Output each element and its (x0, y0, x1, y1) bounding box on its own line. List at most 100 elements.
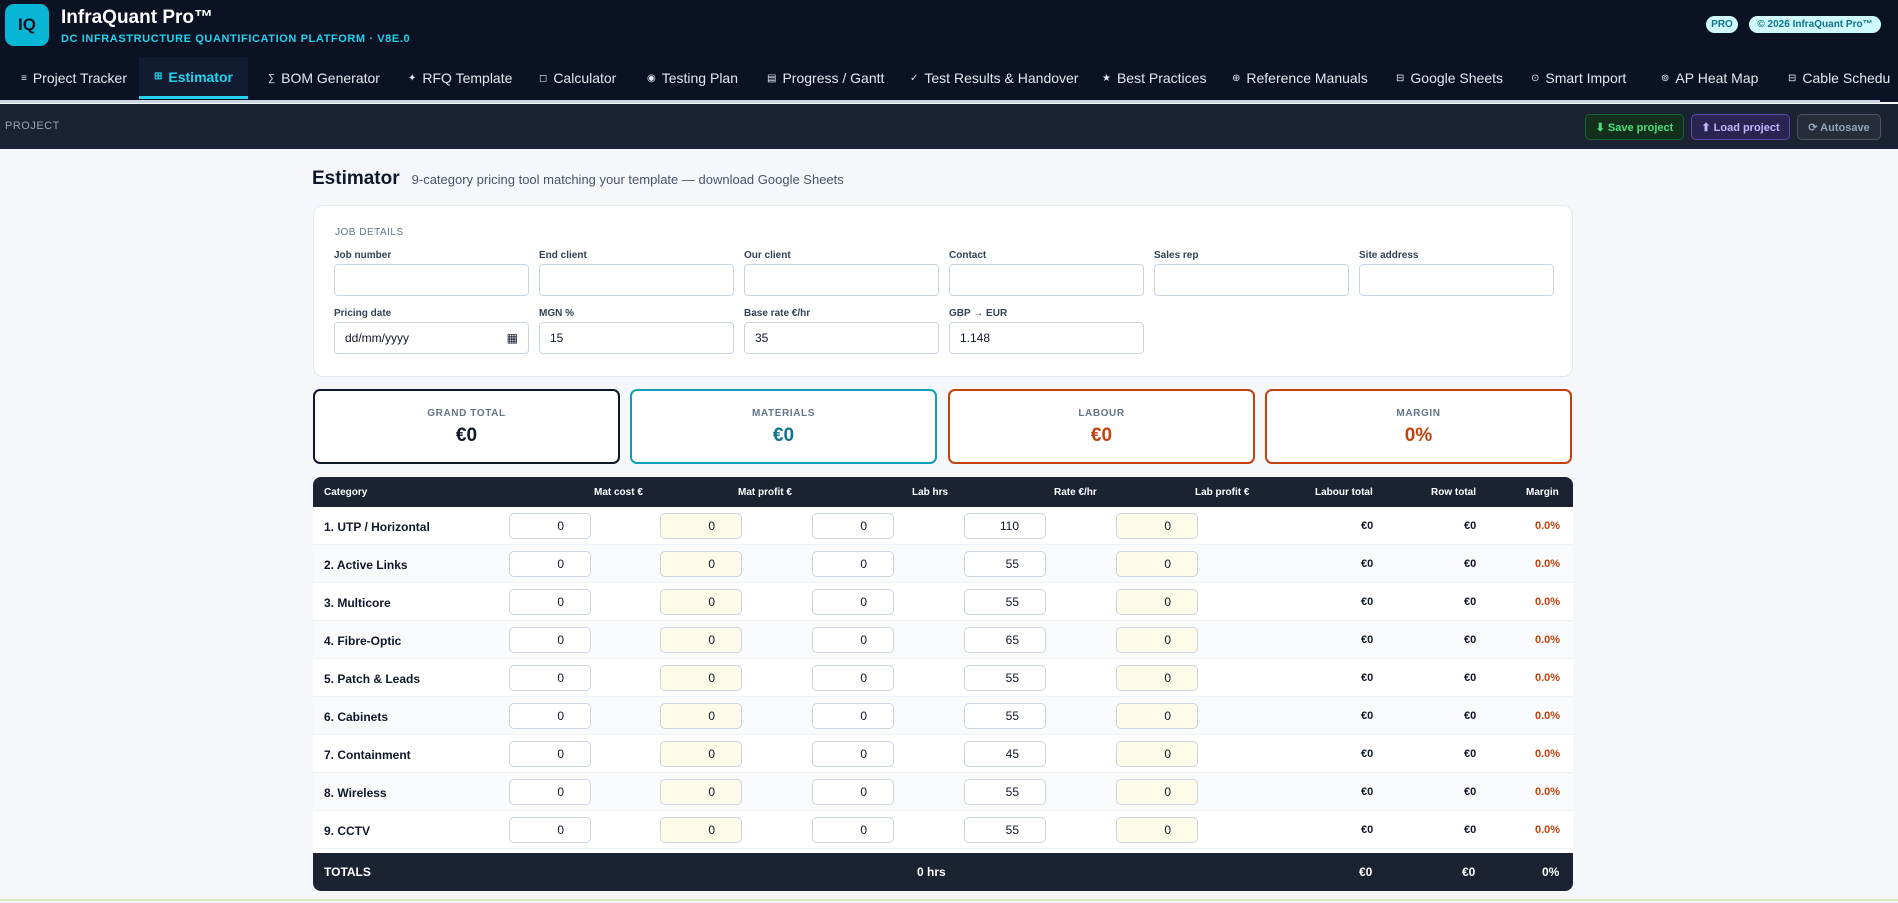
mat-profit-input[interactable]: 0 (660, 627, 742, 653)
job-number-label: Job number (334, 250, 392, 261)
mat-cost-input[interactable]: 0 (509, 627, 591, 653)
project-label: PROJECT (5, 120, 60, 132)
tab-estimator[interactable]: ⊞ Estimator (139, 57, 248, 99)
lab-hrs-input[interactable]: 0 (812, 513, 894, 539)
lab-profit-input[interactable]: 0 (1116, 513, 1198, 539)
mat-profit-input[interactable]: 0 (660, 817, 742, 843)
row-total-cell: €0 (1464, 634, 1477, 646)
rate-input[interactable]: 55 (964, 817, 1046, 843)
lab-profit-input[interactable]: 0 (1116, 589, 1198, 615)
column-header: Mat profit € (738, 487, 792, 498)
tab-testing-plan[interactable]: ◉ Testing Plan (647, 57, 738, 99)
mgn-input[interactable]: 15 (539, 322, 734, 354)
rate-input[interactable]: 55 (964, 551, 1046, 577)
calendar-icon[interactable]: ▦ (506, 331, 518, 345)
table-row: 6. Cabinets 0 0 0 55 0 €0 €0 0.0% (313, 697, 1573, 735)
grid-icon: ⊞ (154, 71, 163, 82)
sparkle-icon: ✦ (408, 72, 417, 84)
lab-hrs-input[interactable]: 0 (812, 703, 894, 729)
rate-input[interactable]: 55 (964, 779, 1046, 805)
mat-cost-input[interactable]: 0 (509, 817, 591, 843)
mat-cost-input[interactable]: 0 (509, 741, 591, 767)
mat-profit-input[interactable]: 0 (660, 741, 742, 767)
tab-smart-import[interactable]: ⊙ Smart Import (1531, 57, 1626, 99)
tab-calculator[interactable]: ◻ Calculator (539, 57, 616, 99)
row-total-cell: €0 (1464, 748, 1477, 760)
lab-hrs-input[interactable]: 0 (812, 665, 894, 691)
lab-hrs-input[interactable]: 0 (812, 627, 894, 653)
autosave-button[interactable]: ⟳ Autosave (1797, 114, 1881, 140)
star-icon: ★ (1102, 72, 1111, 84)
mat-cost-input[interactable]: 0 (509, 703, 591, 729)
pricing-date-input[interactable]: dd/mm/yyyy ▦ (334, 322, 529, 354)
lab-profit-input[interactable]: 0 (1116, 817, 1198, 843)
category-name: 9. CCTV (324, 824, 371, 838)
job-number-input[interactable] (334, 264, 529, 296)
labour-card: LABOUR €0 (948, 389, 1255, 464)
lab-profit-input[interactable]: 0 (1116, 551, 1198, 577)
mat-profit-input[interactable]: 0 (660, 665, 742, 691)
save-project-button[interactable]: ⬇ Save project (1585, 114, 1684, 140)
page-bottom-border (0, 899, 1898, 901)
category-name: 1. UTP / Horizontal (324, 520, 430, 534)
mat-cost-input[interactable]: 0 (509, 551, 591, 577)
gbp-eur-input[interactable]: 1.148 (949, 322, 1144, 354)
lab-profit-input[interactable]: 0 (1116, 779, 1198, 805)
mat-cost-input[interactable]: 0 (509, 665, 591, 691)
tab-ap-heat-map[interactable]: ⊚ AP Heat Map (1661, 57, 1758, 99)
tab-rfq-template[interactable]: ✦ RFQ Template (408, 57, 512, 99)
end-client-input[interactable] (539, 264, 734, 296)
tab-progress-gantt[interactable]: ▤ Progress / Gantt (767, 57, 884, 99)
rate-input[interactable]: 55 (964, 665, 1046, 691)
rate-input[interactable]: 110 (964, 513, 1046, 539)
margin-value: 0% (1404, 425, 1433, 446)
mat-cost-input[interactable]: 0 (509, 779, 591, 805)
tab-label: BOM Generator (281, 70, 380, 86)
mat-profit-input[interactable]: 0 (660, 703, 742, 729)
mat-profit-input[interactable]: 0 (660, 779, 742, 805)
mat-cost-input[interactable]: 0 (509, 513, 591, 539)
lab-hrs-input[interactable]: 0 (812, 817, 894, 843)
tab-best-practices[interactable]: ★ Best Practices (1102, 57, 1206, 99)
contact-input[interactable] (949, 264, 1144, 296)
mat-profit-input[interactable]: 0 (660, 551, 742, 577)
totals-label: TOTALS (324, 865, 371, 879)
column-header: Lab hrs (912, 487, 949, 498)
tab-reference-manuals[interactable]: ⊕ Reference Manuals (1232, 57, 1368, 99)
sales-rep-input[interactable] (1154, 264, 1349, 296)
tab-bom-generator[interactable]: ∑ BOM Generator (268, 57, 380, 99)
lab-hrs-input[interactable]: 0 (812, 741, 894, 767)
mat-cost-input[interactable]: 0 (509, 589, 591, 615)
lab-profit-input[interactable]: 0 (1116, 665, 1198, 691)
tab-label: Reference Manuals (1246, 70, 1368, 86)
base-rate-input[interactable]: 35 (744, 322, 939, 354)
our-client-input[interactable] (744, 264, 939, 296)
mat-profit-input[interactable]: 0 (660, 513, 742, 539)
tab-project-tracker[interactable]: ≡ Project Tracker (21, 57, 127, 99)
lab-profit-input[interactable]: 0 (1116, 627, 1198, 653)
contact-label: Contact (949, 250, 987, 261)
site-address-input[interactable] (1359, 264, 1554, 296)
lab-hrs-input[interactable]: 0 (812, 589, 894, 615)
rate-input[interactable]: 55 (964, 703, 1046, 729)
row-total-cell: €0 (1464, 558, 1477, 570)
load-project-button[interactable]: ⬆ Load project (1691, 114, 1790, 140)
tab-google-sheets[interactable]: ⊟ Google Sheets (1396, 57, 1503, 99)
rate-input[interactable]: 45 (964, 741, 1046, 767)
margin-cell: 0.0% (1535, 710, 1561, 722)
lab-profit-input[interactable]: 0 (1116, 703, 1198, 729)
tab-test-results[interactable]: ✓ Test Results & Handover (910, 57, 1078, 99)
import-icon: ⊙ (1531, 72, 1540, 84)
lab-hrs-input[interactable]: 0 (812, 779, 894, 805)
nav-scrollbar[interactable] (0, 100, 1880, 103)
table-row: 1. UTP / Horizontal 0 0 0 110 0 €0 €0 0.… (313, 507, 1573, 545)
rate-input[interactable]: 55 (964, 589, 1046, 615)
lab-profit-input[interactable]: 0 (1116, 741, 1198, 767)
tab-label: Calculator (553, 70, 617, 86)
totals-hours: 0 hrs (917, 865, 946, 879)
rate-input[interactable]: 65 (964, 627, 1046, 653)
category-name: 5. Patch & Leads (324, 672, 421, 686)
tab-cable-schedule[interactable]: ⊟ Cable Schedu (1788, 57, 1890, 99)
mat-profit-input[interactable]: 0 (660, 589, 742, 615)
lab-hrs-input[interactable]: 0 (812, 551, 894, 577)
